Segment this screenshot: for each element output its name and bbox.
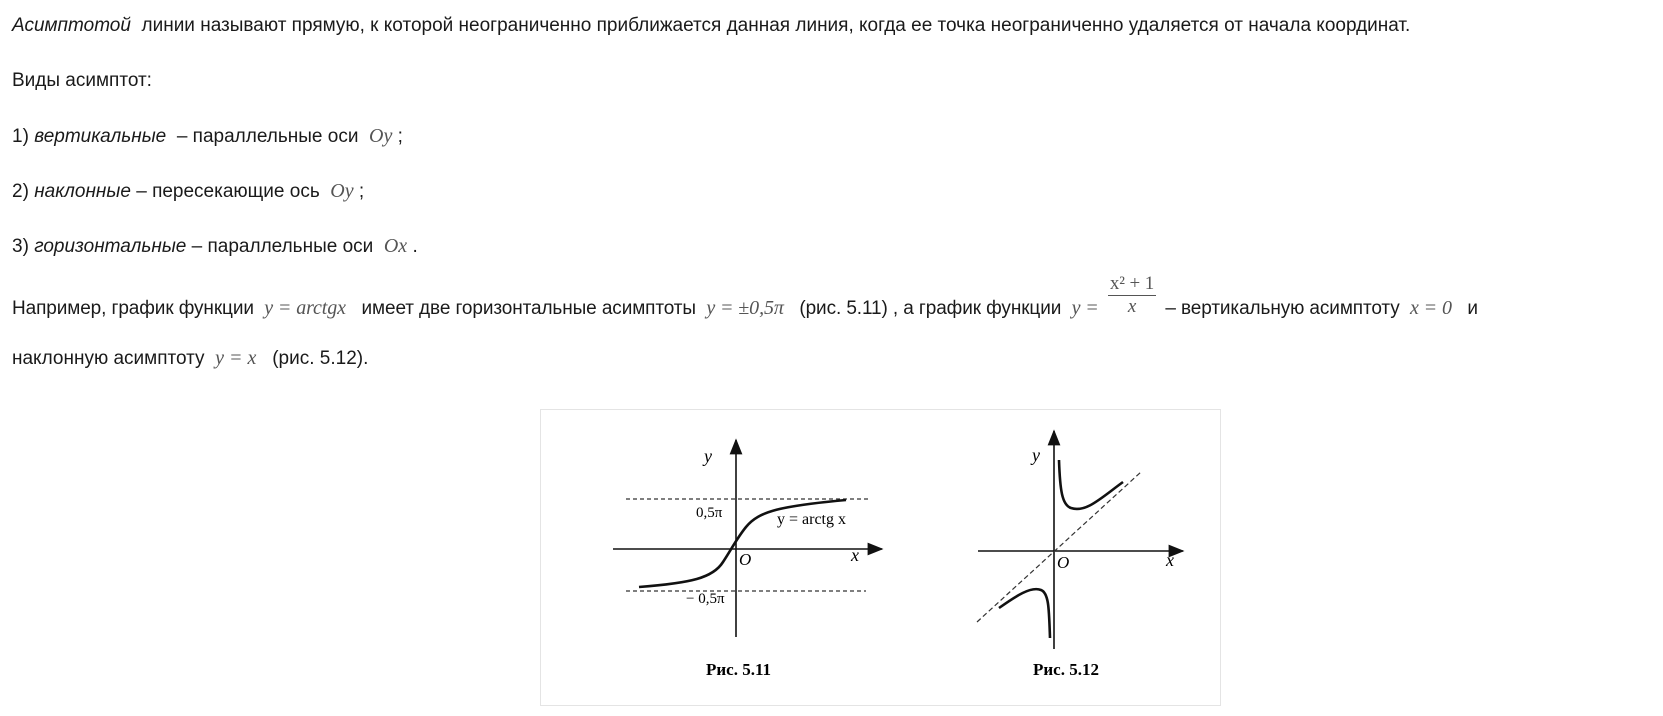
formula-oblique-asymptote: y = x [215, 347, 257, 369]
types-heading: Виды асимптот: [12, 70, 152, 91]
type-item-oblique: 2) наклонные – пересекающие ось Oy ; [12, 179, 364, 204]
type-name: наклонные [34, 181, 131, 202]
example-text-1: Например, график функции [12, 298, 254, 319]
figure-5-12: y x O Рис. 5.12 [976, 429, 1185, 679]
formula-vertical-asymptote: x = 0 [1409, 297, 1452, 319]
example-text-5: и [1467, 298, 1478, 319]
axis-symbol: Oy [369, 125, 393, 147]
y-axis-label: y [1030, 445, 1040, 465]
figures-svg: y x O 0,5π − 0,5π y = arctg x Рис. 5.11 … [613, 429, 1185, 679]
type-name: горизонтальные [34, 236, 187, 257]
hyperbola-upper-branch [1057, 459, 1124, 511]
x-axis-label: x [850, 545, 859, 565]
formula-arctg: y = arctgx [264, 297, 346, 319]
definition-term: Асимптотой [12, 15, 131, 36]
example-text-3: (рис. 5.11) , а график функции [799, 298, 1062, 319]
type-item-horizontal: 3) горизонтальные – параллельные оси Ox … [12, 234, 418, 259]
origin-label: O [739, 550, 751, 569]
example-text-6: наклонную асимптоту [12, 348, 205, 369]
type-end: . [412, 236, 418, 257]
example-line-2: наклонную асимптоту y = x (рис. 5.12). [12, 346, 368, 371]
figures-image: y x O 0,5π − 0,5π y = arctg x Рис. 5.11 … [540, 409, 1221, 706]
origin-label: O [1057, 553, 1069, 572]
example-text-7: (рис. 5.12). [272, 348, 369, 369]
figure-caption: Рис. 5.12 [1033, 660, 1099, 679]
definition-paragraph: Асимптотой линии называют прямую, к кото… [12, 14, 1410, 38]
x-axis-label: x [1165, 550, 1174, 570]
arctg-curve [638, 498, 847, 589]
formula-horizontal-asymptotes: y = ±0,5π [706, 297, 784, 319]
type-item-vertical: 1) вертикальные – параллельные оси Oy ; [12, 124, 403, 149]
figure-caption: Рис. 5.11 [706, 660, 771, 679]
lower-asymptote-label: − 0,5π [686, 591, 725, 607]
example-line-1: Например, график функции y = arctgx имее… [12, 273, 1478, 321]
definition-text: линии называют прямую, к которой неогран… [141, 15, 1411, 36]
type-end: ; [358, 181, 365, 202]
type-desc: – пересекающие ось [136, 181, 320, 202]
hyperbola-lower-branch [998, 587, 1052, 639]
fraction-numerator: x² + 1 [1107, 273, 1157, 297]
example-text-2: имеет две горизонтальные асимптоты [361, 298, 697, 319]
curve-label: y = arctg x [777, 511, 846, 528]
type-desc: – параллельные оси [176, 126, 359, 147]
formula-fraction: x² + 1 x [1107, 273, 1157, 318]
type-number: 2) [12, 181, 29, 202]
type-desc: – параллельные оси [191, 236, 374, 257]
upper-asymptote-label: 0,5π [696, 505, 723, 521]
axis-symbol: Ox [383, 235, 408, 257]
type-number: 3) [12, 236, 29, 257]
fraction-denominator: x [1127, 296, 1137, 318]
formula-lhs: y = [1071, 297, 1099, 319]
axis-symbol: Oy [330, 180, 354, 202]
oblique-asymptote [976, 471, 1142, 623]
example-text-4: – вертикальную асимптоту [1165, 298, 1400, 319]
figure-5-11: y x O 0,5π − 0,5π y = arctg x Рис. 5.11 [613, 438, 884, 679]
y-axis-label: y [702, 446, 712, 466]
type-name: вертикальные [34, 126, 167, 147]
type-number: 1) [12, 126, 29, 147]
type-end: ; [397, 126, 403, 147]
